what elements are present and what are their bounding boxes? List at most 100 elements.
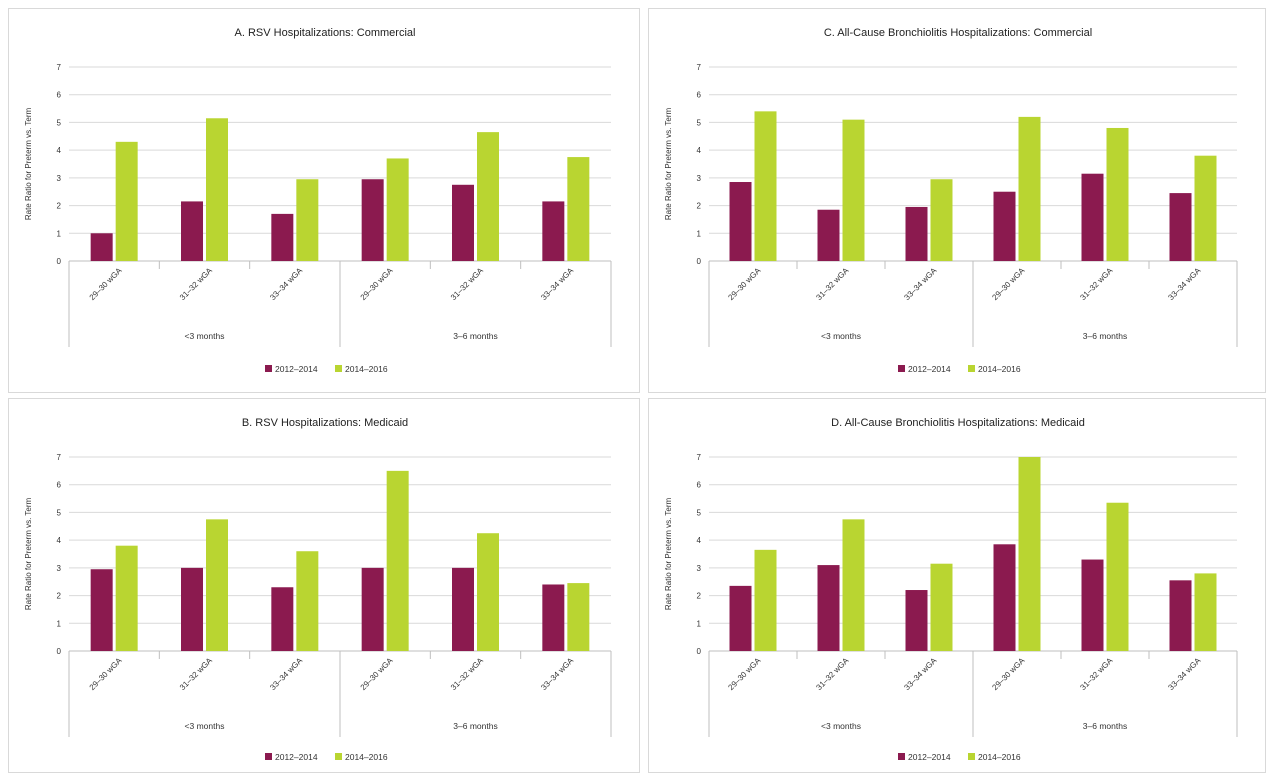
chart-a-bar-s1-4 bbox=[361, 179, 384, 261]
chart-a-bar-s2-3 bbox=[296, 179, 319, 261]
chart-c-category-label: 31–32 wGA bbox=[1078, 266, 1114, 302]
chart-b-bar-s1-4 bbox=[361, 567, 384, 651]
chart-c-group-label: <3 months bbox=[821, 331, 861, 341]
chart-c-bar-s1-6 bbox=[1169, 193, 1192, 261]
chart-c-bar-s2-3 bbox=[930, 179, 953, 261]
chart-a-category-label: 29–30 wGA bbox=[88, 266, 124, 302]
chart-panel-b: B. RSV Hospitalizations: Medicaid Rate Ra… bbox=[8, 398, 640, 773]
chart-b-svg: B. RSV Hospitalizations: Medicaid Rate Ra… bbox=[24, 417, 612, 762]
chart-panel-d: D. All-Cause Bronchiolitis Hospitalizati… bbox=[648, 398, 1266, 773]
chart-c-title: C. All-Cause Bronchiolitis Hospitalizati… bbox=[824, 27, 1092, 39]
chart-c-y-tick-label: 5 bbox=[697, 118, 702, 127]
chart-d-bar-s1-3 bbox=[905, 590, 928, 651]
chart-b-legend-swatch bbox=[335, 753, 342, 760]
chart-b-category-label: 33–34 wGA bbox=[268, 656, 304, 692]
chart-d-legend-swatch bbox=[968, 753, 975, 760]
chart-b-y-tick-label: 1 bbox=[57, 619, 62, 628]
chart-a-legend-label: 2014–2016 bbox=[345, 364, 388, 374]
chart-d-category-label: 29–30 wGA bbox=[990, 656, 1026, 692]
chart-d-y-tick-label: 5 bbox=[697, 508, 702, 517]
chart-a-y-tick-label: 7 bbox=[57, 63, 62, 72]
chart-d-group-label: <3 months bbox=[821, 721, 861, 731]
chart-c-y-tick-label: 4 bbox=[697, 146, 702, 155]
chart-b-legend-swatch bbox=[265, 753, 272, 760]
chart-c-bar-s1-5 bbox=[1081, 173, 1104, 261]
chart-c-y-tick-label: 1 bbox=[697, 229, 702, 238]
chart-d-category-label: 33–34 wGA bbox=[1166, 656, 1202, 692]
chart-a-bar-s1-2 bbox=[181, 201, 203, 261]
chart-d-y-tick-label: 6 bbox=[697, 481, 702, 490]
chart-b-category-label: 29–30 wGA bbox=[88, 656, 124, 692]
chart-c-bar-s2-5 bbox=[1106, 127, 1129, 261]
chart-a-bar-s2-1 bbox=[115, 141, 138, 261]
chart-b-bar-s1-5 bbox=[452, 567, 474, 651]
chart-a-bar-s1-5 bbox=[452, 184, 474, 261]
chart-a-category-label: 31–32 wGA bbox=[178, 266, 214, 302]
chart-c-group-label: 3–6 months bbox=[1083, 331, 1127, 341]
chart-b-category-label: 33–34 wGA bbox=[539, 656, 575, 692]
chart-a-legend-swatch bbox=[335, 365, 342, 372]
chart-c-bar-s2-6 bbox=[1194, 155, 1217, 261]
chart-d-bar-s1-2 bbox=[817, 565, 840, 651]
chart-c-legend-swatch bbox=[968, 365, 975, 372]
chart-d-category-label: 31–32 wGA bbox=[814, 656, 850, 692]
chart-d-bar-s1-1 bbox=[729, 585, 752, 651]
chart-c-category-label: 29–30 wGA bbox=[990, 266, 1026, 302]
chart-a-y-tick-label: 1 bbox=[57, 229, 62, 238]
chart-b-title: B. RSV Hospitalizations: Medicaid bbox=[242, 417, 408, 429]
chart-c-bar-s1-4 bbox=[993, 191, 1016, 261]
chart-d-y-axis-label: Rate Ratio for Preterm vs. Term bbox=[664, 498, 673, 611]
chart-d-bar-s2-5 bbox=[1106, 502, 1129, 651]
chart-a-y-tick-label: 4 bbox=[57, 146, 62, 155]
chart-b-y-tick-label: 4 bbox=[57, 536, 62, 545]
chart-c-svg: C. All-Cause Bronchiolitis Hospitalizati… bbox=[664, 27, 1238, 374]
chart-d-legend-label: 2014–2016 bbox=[978, 752, 1021, 762]
chart-b-y-tick-label: 3 bbox=[57, 564, 62, 573]
chart-d-y-tick-label: 3 bbox=[697, 564, 702, 573]
chart-d-bar-s2-2 bbox=[842, 519, 865, 651]
chart-b-bar-s2-6 bbox=[567, 583, 590, 651]
chart-c-legend-label: 2014–2016 bbox=[978, 364, 1021, 374]
chart-d-y-tick-label: 0 bbox=[697, 647, 702, 656]
chart-b-group-label: 3–6 months bbox=[453, 721, 497, 731]
chart-d-category-label: 29–30 wGA bbox=[726, 656, 762, 692]
chart-a-group-label: 3–6 months bbox=[453, 331, 497, 341]
chart-d-y-tick-label: 2 bbox=[697, 592, 702, 601]
chart-c-legend-swatch bbox=[898, 365, 905, 372]
chart-c-category-label: 29–30 wGA bbox=[726, 266, 762, 302]
chart-b-y-tick-label: 0 bbox=[57, 647, 62, 656]
chart-b-bar-s2-2 bbox=[206, 519, 228, 651]
chart-b-bar-s1-2 bbox=[181, 567, 203, 651]
chart-d-group-label: 3–6 months bbox=[1083, 721, 1127, 731]
chart-a-category-label: 33–34 wGA bbox=[268, 266, 304, 302]
chart-c-bar-s2-2 bbox=[842, 119, 865, 262]
chart-d-category-label: 33–34 wGA bbox=[902, 656, 938, 692]
chart-a-legend-swatch bbox=[265, 365, 272, 372]
chart-a-legend-label: 2012–2014 bbox=[275, 364, 318, 374]
chart-b-y-tick-label: 5 bbox=[57, 508, 62, 517]
chart-d-y-tick-label: 4 bbox=[697, 536, 702, 545]
chart-b-y-tick-label: 6 bbox=[57, 481, 62, 490]
chart-d-bar-s1-4 bbox=[993, 544, 1016, 651]
chart-a-y-tick-label: 5 bbox=[57, 118, 62, 127]
chart-b-bar-s1-6 bbox=[542, 584, 565, 651]
chart-b-category-label: 31–32 wGA bbox=[178, 656, 214, 692]
chart-d-title: D. All-Cause Bronchiolitis Hospitalizati… bbox=[831, 417, 1085, 429]
chart-b-category-label: 31–32 wGA bbox=[449, 656, 485, 692]
chart-a-bar-s1-6 bbox=[542, 201, 565, 261]
chart-d-legend-label: 2012–2014 bbox=[908, 752, 951, 762]
chart-a-bar-s2-2 bbox=[206, 118, 228, 262]
chart-a-bar-s2-6 bbox=[567, 157, 590, 261]
chart-b-group-label: <3 months bbox=[185, 721, 225, 731]
chart-b-bar-s2-5 bbox=[477, 533, 499, 651]
chart-c-y-tick-label: 6 bbox=[697, 91, 702, 100]
chart-b-bar-s2-1 bbox=[115, 545, 138, 651]
chart-a-y-tick-label: 6 bbox=[57, 91, 62, 100]
chart-b-bar-s2-4 bbox=[386, 470, 409, 651]
chart-a-y-tick-label: 0 bbox=[57, 257, 62, 266]
chart-b-bar-s2-3 bbox=[296, 551, 319, 651]
chart-a-bar-s1-3 bbox=[271, 213, 294, 261]
chart-c-legend-label: 2012–2014 bbox=[908, 364, 951, 374]
chart-c-y-tick-label: 3 bbox=[697, 174, 702, 183]
chart-panel-a: A. RSV Hospitalizations: Commercial Rate … bbox=[8, 8, 640, 393]
